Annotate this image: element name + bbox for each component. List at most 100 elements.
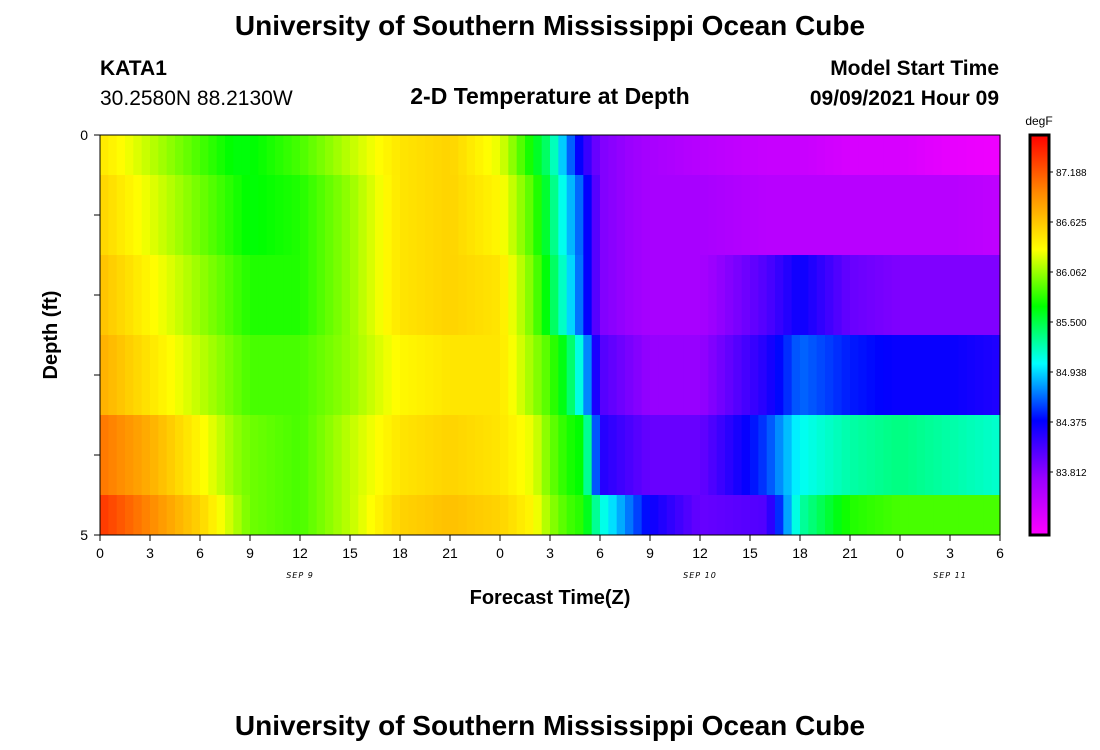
heatmap-cell [641, 255, 651, 335]
heatmap-cell [991, 335, 1001, 415]
heatmap-cell [108, 415, 118, 495]
heatmap-cell [908, 415, 918, 495]
heatmap-cell [108, 255, 118, 335]
heatmap-cell [608, 415, 618, 495]
heatmap-cell [575, 175, 584, 255]
heatmap-cell [641, 135, 651, 175]
heatmap-cell [691, 255, 701, 335]
heatmap-cell [441, 135, 451, 175]
heatmap-cell [950, 415, 959, 495]
heatmap-cell [575, 415, 584, 495]
heatmap-cell [383, 415, 393, 495]
heatmap-cell [608, 335, 618, 415]
heatmap-cell [366, 415, 376, 495]
heatmap-cell [775, 255, 784, 335]
heatmap-cell [933, 175, 943, 255]
heatmap-cell [333, 495, 343, 535]
heatmap-cell [766, 175, 776, 255]
heatmap-cell [800, 495, 809, 535]
heatmap-cell [875, 495, 884, 535]
colorbar-label: 85.500 [1056, 318, 1087, 329]
heatmap-cell [883, 495, 893, 535]
heatmap-cell [775, 415, 784, 495]
heatmap-cell [400, 135, 409, 175]
heatmap-cell [141, 495, 151, 535]
heatmap-cell [208, 135, 218, 175]
heatmap-cell [300, 335, 309, 415]
heatmap-cell [783, 255, 793, 335]
heatmap-cell [816, 255, 826, 335]
heatmap-cell [600, 135, 609, 175]
heatmap-cell [583, 335, 593, 415]
heatmap-cell [933, 415, 943, 495]
heatmap-cell [783, 335, 793, 415]
heatmap-cell [158, 335, 168, 415]
heatmap-cell [983, 495, 993, 535]
heatmap-cell [966, 495, 976, 535]
heatmap-cell [908, 495, 918, 535]
heatmap-cell [358, 335, 368, 415]
heatmap-cell [683, 135, 693, 175]
heatmap-cell [166, 255, 176, 335]
heatmap-cell [158, 495, 168, 535]
heatmap-cell [658, 335, 668, 415]
x-tick-label: 18 [392, 545, 408, 561]
heatmap-cell [925, 415, 934, 495]
heatmap-cell [375, 335, 384, 415]
heatmap-cell [375, 415, 384, 495]
heatmap-cell [725, 495, 734, 535]
heatmap-cell [475, 255, 484, 335]
heatmap-cell [400, 495, 409, 535]
heatmap-cell [466, 255, 476, 335]
heatmap-cell [908, 335, 918, 415]
heatmap-cell [825, 495, 834, 535]
heatmap-cell [133, 135, 143, 175]
heatmap-cell [591, 335, 601, 415]
heatmap-cell [450, 175, 459, 255]
heatmap-cell [783, 135, 793, 175]
date-label: SEP 10 [683, 571, 717, 580]
x-tick-label: 9 [246, 545, 254, 561]
heatmap-cell [975, 135, 984, 175]
heatmap-cell [625, 175, 634, 255]
heatmap-cell [833, 175, 843, 255]
heatmap-cell [716, 255, 726, 335]
heatmap-cell [700, 175, 709, 255]
heatmap-cell [908, 175, 918, 255]
heatmap-cell [516, 415, 526, 495]
heatmap-cell [308, 135, 318, 175]
heatmap-cell [641, 175, 651, 255]
heatmap-cell [441, 255, 451, 335]
heatmap-cell [775, 175, 784, 255]
heatmap-cell [333, 415, 343, 495]
heatmap-cell [525, 495, 534, 535]
heatmap-cell [958, 495, 968, 535]
heatmap-cell [200, 415, 209, 495]
heatmap-cell [175, 335, 184, 415]
heatmap-cell [691, 135, 701, 175]
heatmap-cell [616, 495, 626, 535]
heatmap-cell [941, 135, 951, 175]
heatmap-row [100, 175, 1001, 255]
heatmap-cell [416, 495, 426, 535]
heatmap-cell [541, 255, 551, 335]
heatmap-cell [800, 255, 809, 335]
heatmap-cell [116, 175, 126, 255]
heatmap-cell [508, 495, 518, 535]
date-label: SEP 11 [933, 571, 967, 580]
heatmap-cell [883, 335, 893, 415]
colorbar-label: 84.938 [1056, 368, 1087, 379]
heatmap-cell [883, 135, 893, 175]
heatmap-cell [750, 135, 759, 175]
heatmap-cell [608, 135, 618, 175]
heatmap-cell [850, 495, 859, 535]
heatmap-cell [733, 495, 743, 535]
heatmap-cell [900, 495, 909, 535]
heatmap-cell [225, 495, 234, 535]
x-tick-label: 18 [792, 545, 808, 561]
heatmap-cell [258, 415, 268, 495]
heatmap-cell [508, 255, 518, 335]
heatmap-cell [875, 415, 884, 495]
heatmap-cell [533, 135, 543, 175]
heatmap-cell [125, 175, 134, 255]
